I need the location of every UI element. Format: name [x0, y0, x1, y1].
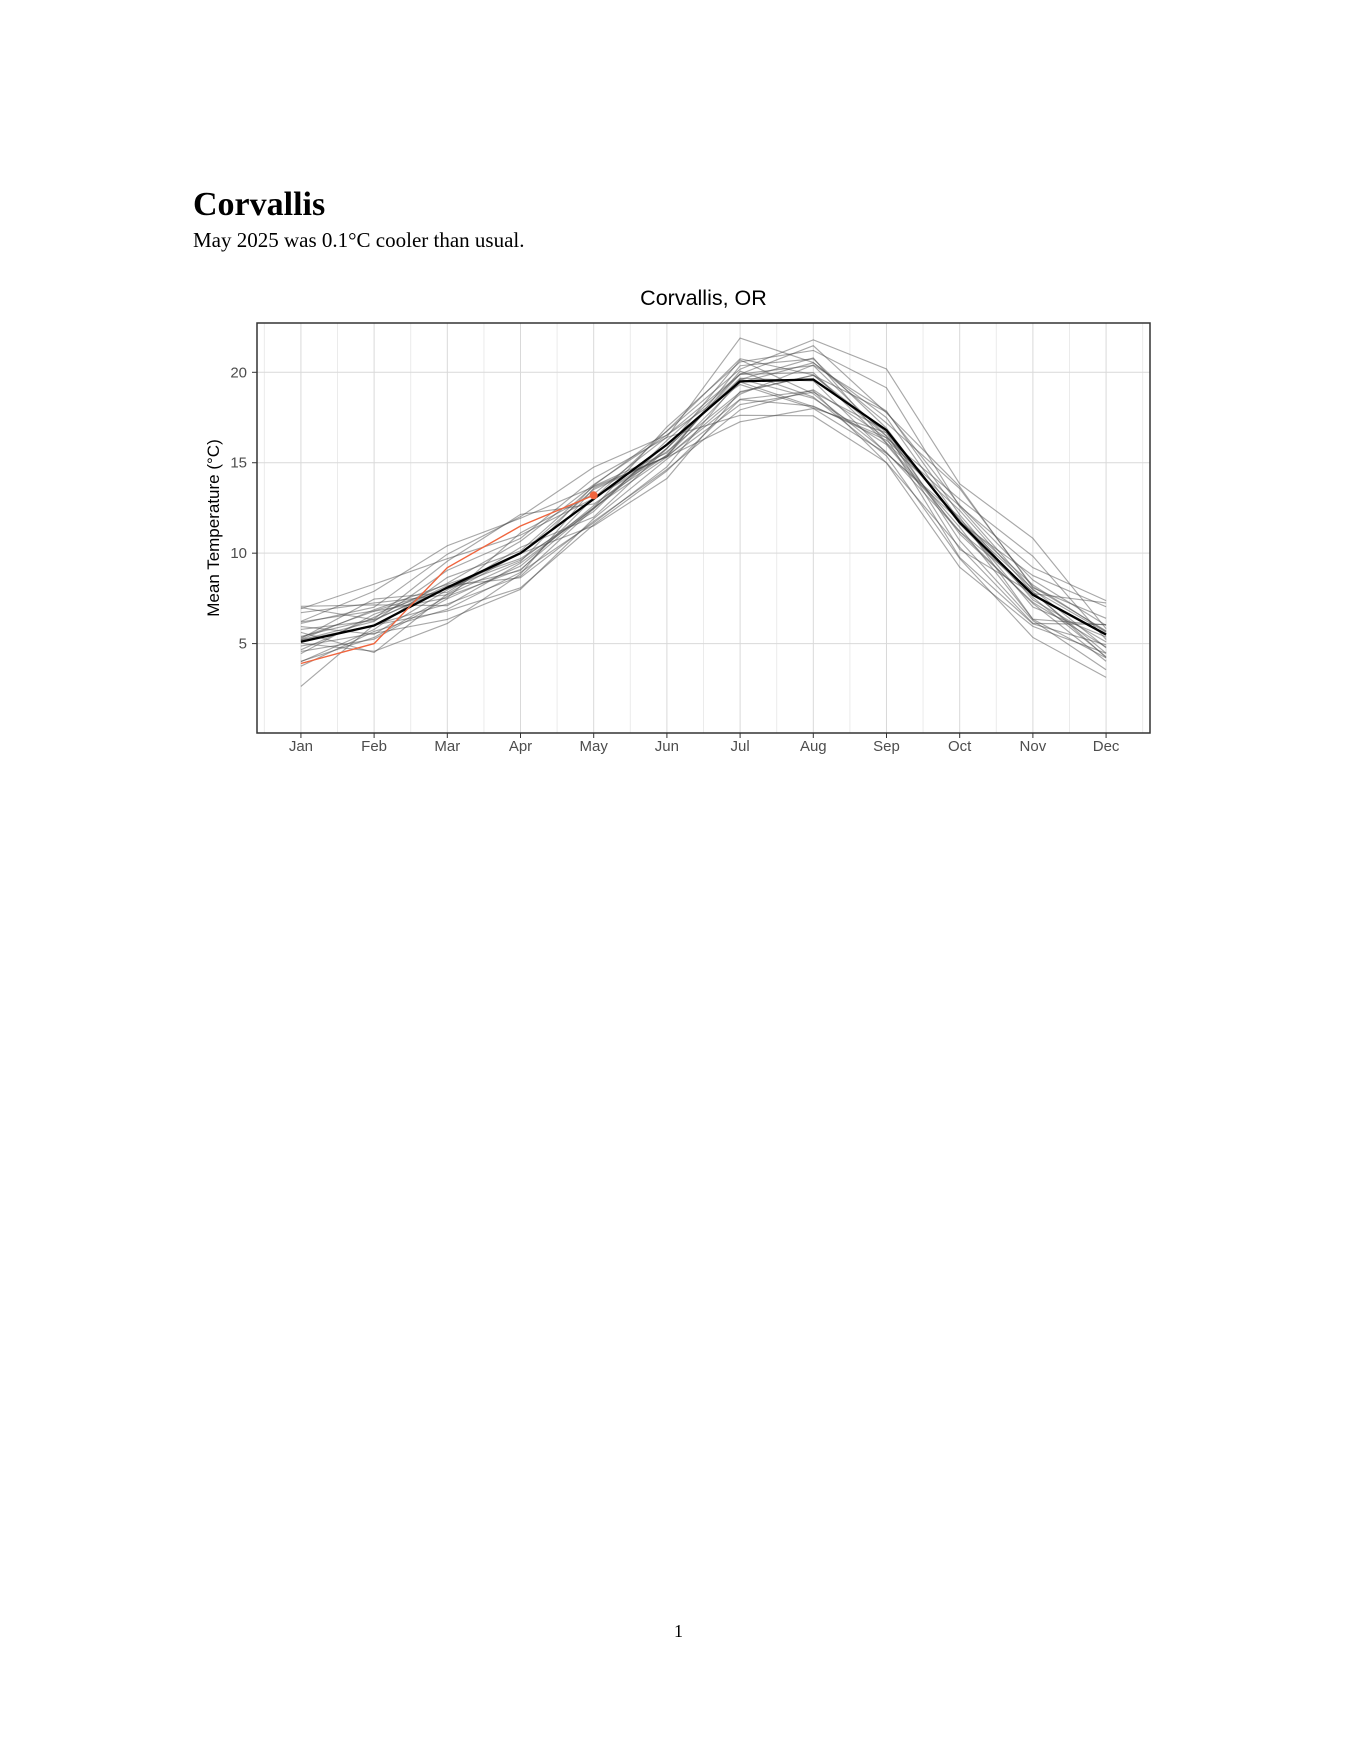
svg-text:15: 15	[230, 455, 247, 472]
svg-text:Feb: Feb	[361, 738, 387, 755]
svg-text:Apr: Apr	[509, 738, 532, 755]
svg-text:5: 5	[239, 636, 247, 653]
svg-text:10: 10	[230, 545, 247, 562]
svg-text:Jun: Jun	[655, 738, 679, 755]
svg-text:Nov: Nov	[1020, 738, 1047, 755]
svg-text:Dec: Dec	[1093, 738, 1120, 755]
svg-text:Jul: Jul	[731, 738, 750, 755]
svg-text:Jan: Jan	[289, 738, 313, 755]
svg-text:Mar: Mar	[434, 738, 460, 755]
svg-text:Oct: Oct	[948, 738, 972, 755]
svg-text:Sep: Sep	[873, 738, 900, 755]
svg-text:May: May	[580, 738, 609, 755]
svg-text:Aug: Aug	[800, 738, 827, 755]
svg-text:20: 20	[230, 364, 247, 381]
